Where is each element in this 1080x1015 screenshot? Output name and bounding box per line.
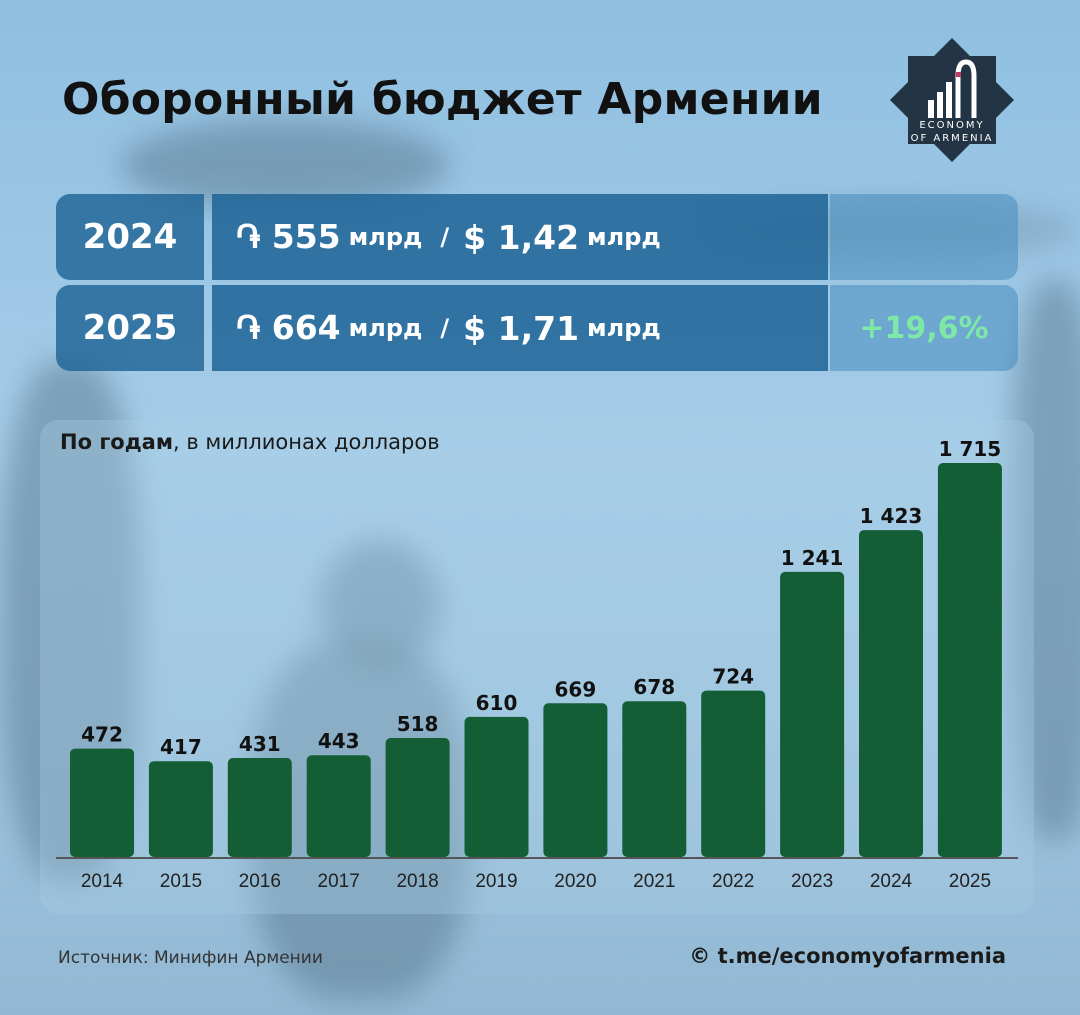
x-tick-2021: 2021 — [633, 871, 675, 892]
amd-unit: млрд — [348, 223, 423, 251]
economy-of-armenia-logo — [890, 38, 1014, 162]
data-label-2024: 1 423 — [860, 504, 923, 528]
x-tick-2017: 2017 — [318, 871, 360, 892]
data-label-2022: 724 — [712, 665, 754, 689]
channel-link[interactable]: © t.me/economyofarmenia — [689, 944, 1006, 968]
x-tick-2020: 2020 — [554, 871, 596, 892]
bar-2015 — [148, 761, 213, 857]
bar-2025 — [937, 463, 1002, 857]
data-label-2025: 1 715 — [939, 437, 1002, 461]
bar-2014 — [70, 748, 134, 857]
usd-unit: млрд — [587, 314, 661, 342]
x-tick-2018: 2018 — [396, 871, 438, 892]
separator: / — [440, 314, 450, 342]
x-tick-2014: 2014 — [81, 871, 124, 892]
bar-2021 — [622, 701, 687, 857]
bar-2023 — [780, 571, 845, 857]
data-label-2020: 669 — [555, 677, 597, 701]
amd-unit: млрд — [348, 314, 423, 342]
bar-2016 — [227, 757, 292, 857]
x-tick-2022: 2022 — [712, 871, 754, 892]
separator: / — [440, 223, 450, 251]
amd-amount: ֏ 555 — [236, 217, 341, 256]
summary-row-2025: 2025 ֏ 664 млрд / $ 1,71 млрд +19,6% — [56, 285, 1018, 371]
x-tick-2015: 2015 — [160, 871, 202, 892]
usd-unit: млрд — [587, 223, 661, 251]
data-label-2016: 431 — [239, 732, 281, 756]
data-label-2015: 417 — [160, 735, 202, 759]
bar-2017 — [306, 755, 371, 857]
bar-2018 — [385, 737, 450, 857]
summary-values: ֏ 555 млрд / $ 1,42 млрд — [212, 194, 828, 280]
summary-change: +19,6% — [830, 285, 1018, 371]
data-label-2017: 443 — [318, 729, 360, 753]
summary-values: ֏ 664 млрд / $ 1,71 млрд — [212, 285, 828, 371]
chart-subtitle: По годам, в миллионах долларов — [60, 430, 440, 454]
x-tick-2024: 2024 — [870, 871, 913, 892]
logo-text-line1: ECONOMY — [919, 120, 985, 131]
data-label-2023: 1 241 — [781, 546, 844, 570]
source-note: Источник: Минифин Армении — [58, 948, 323, 968]
usd-amount: $ 1,42 — [463, 217, 580, 257]
x-tick-2023: 2023 — [791, 871, 833, 892]
summary-year: 2024 — [56, 194, 204, 280]
x-tick-2016: 2016 — [239, 871, 281, 892]
data-label-2014: 472 — [81, 723, 123, 747]
bar-2020 — [543, 703, 608, 857]
x-tick-2019: 2019 — [475, 871, 517, 892]
summary-change — [830, 194, 1018, 280]
bar-2022 — [701, 690, 766, 857]
background-blur — [1010, 280, 1080, 840]
amd-amount: ֏ 664 — [236, 308, 341, 347]
usd-amount: $ 1,71 — [463, 308, 580, 348]
bar-2024 — [859, 530, 923, 857]
chart-subtitle-rest: , в миллионах долларов — [173, 430, 440, 454]
summary-row-2024: 2024 ֏ 555 млрд / $ 1,42 млрд — [56, 194, 1018, 280]
chart-subtitle-bold: По годам — [60, 430, 174, 454]
data-label-2021: 678 — [633, 675, 675, 699]
logo-text-line2: OF ARMENIA — [910, 133, 994, 144]
x-tick-2025: 2025 — [949, 871, 991, 892]
data-label-2018: 518 — [397, 712, 439, 736]
page-title: Оборонный бюджет Армении — [62, 74, 823, 125]
summary-year: 2025 — [56, 285, 204, 371]
data-label-2019: 610 — [476, 691, 518, 715]
bar-2019 — [464, 716, 529, 857]
